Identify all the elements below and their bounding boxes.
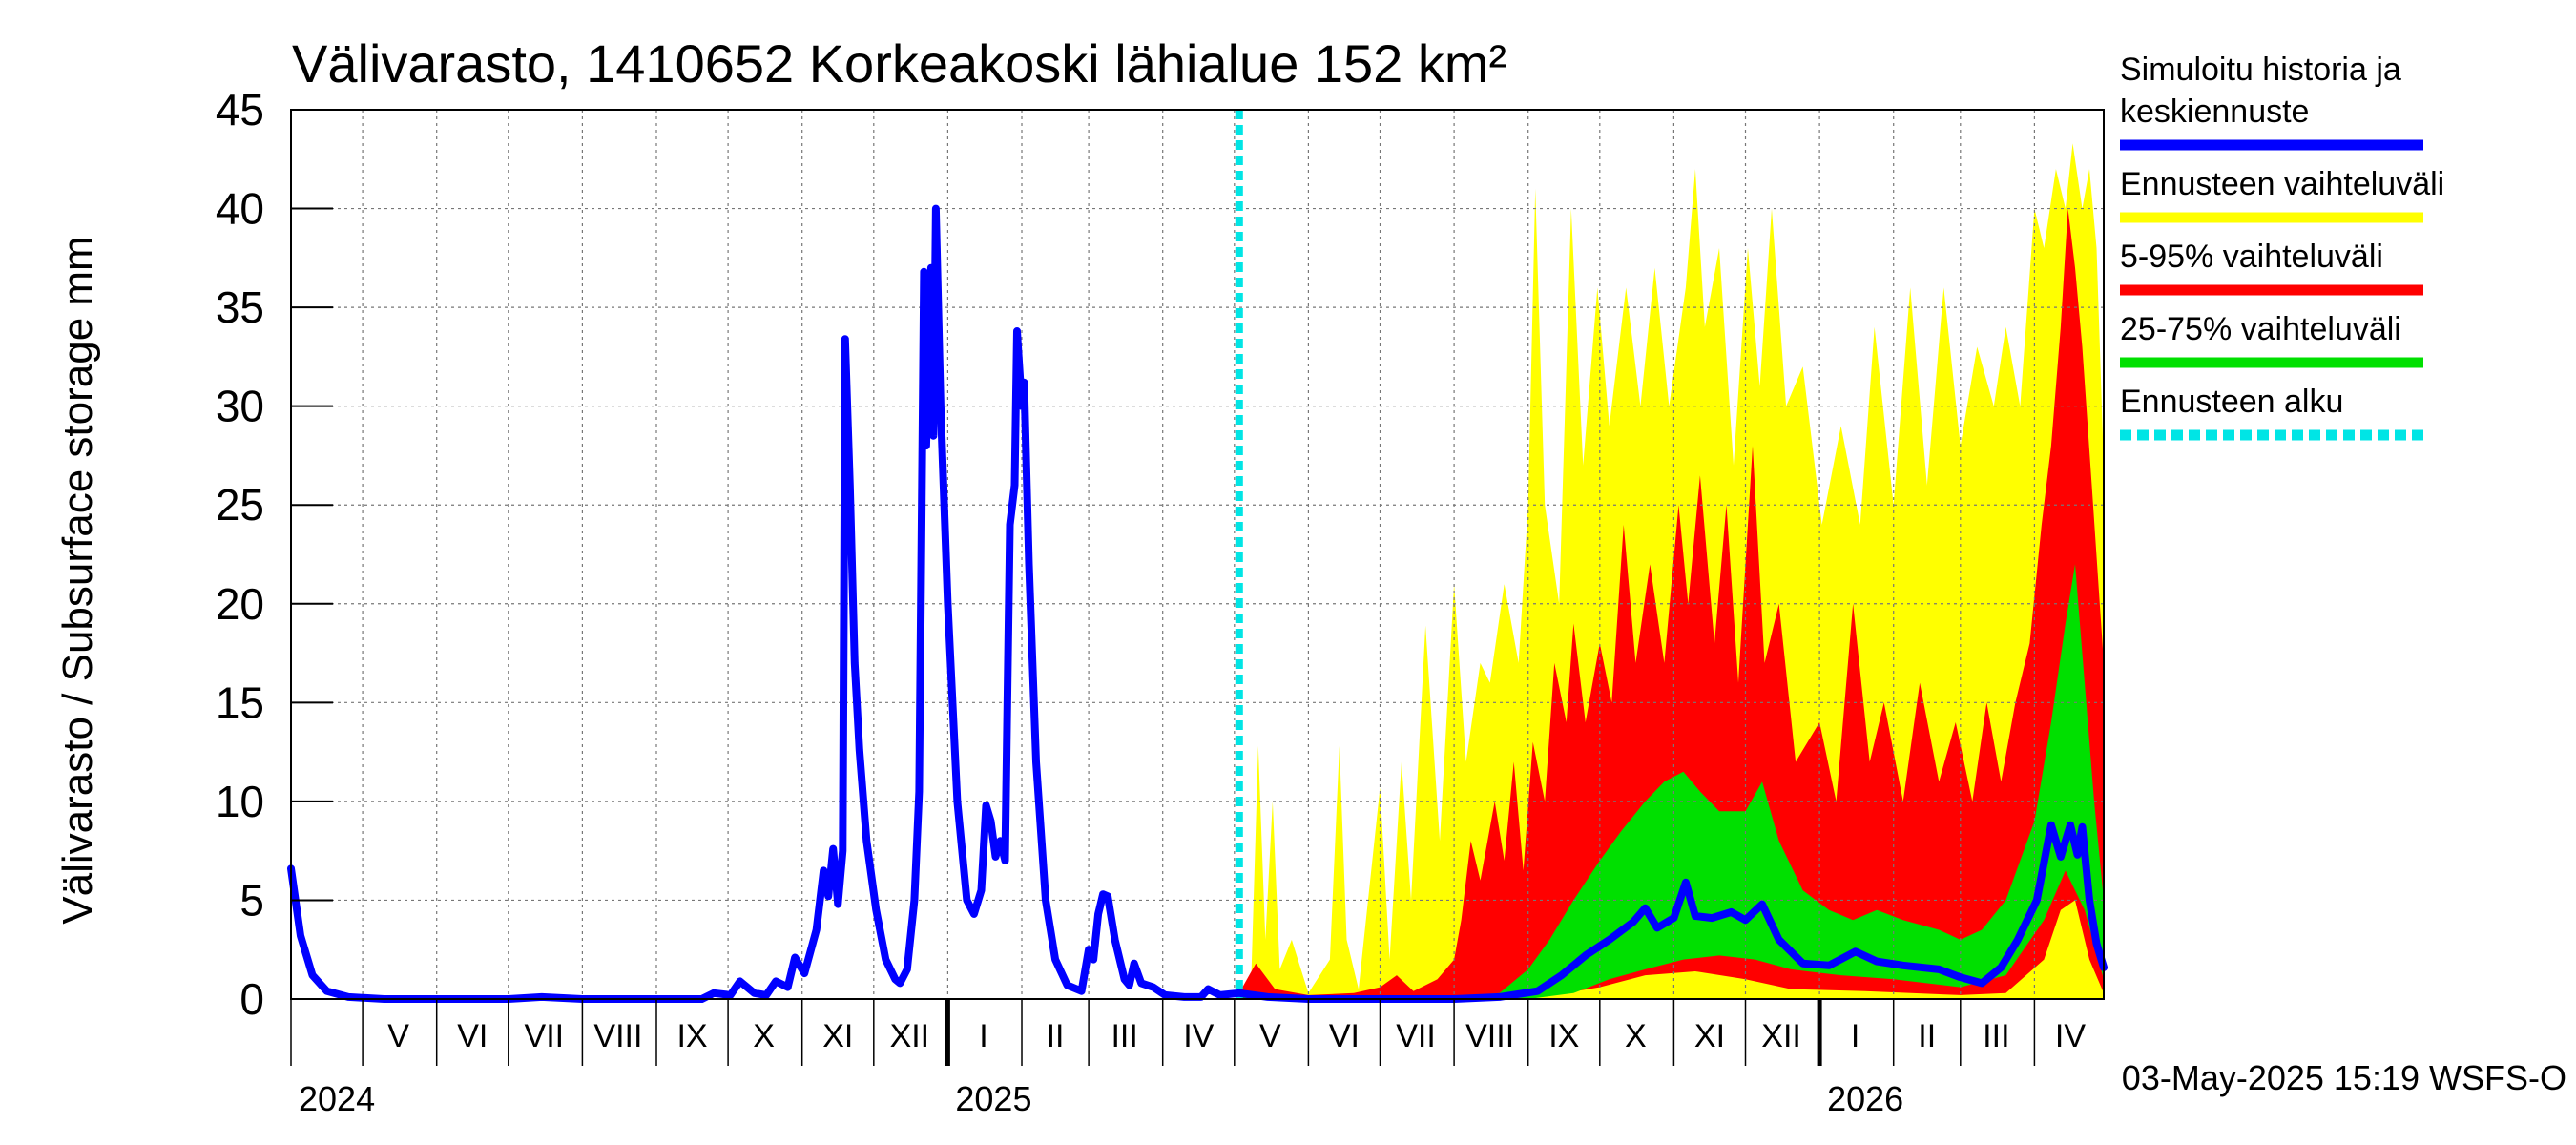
- legend-label: 25-75% vaihteluväli: [2120, 311, 2401, 347]
- month-label: VI: [1329, 1018, 1360, 1054]
- legend: Simuloitu historia ja keskiennuste Ennuste…: [2120, 52, 2444, 441]
- y-tick-label: 20: [216, 579, 264, 629]
- month-label: II: [1918, 1018, 1936, 1054]
- month-label: VII: [1396, 1018, 1436, 1054]
- month-label: IX: [1548, 1018, 1579, 1054]
- median-line: [287, 204, 2108, 1003]
- month-label: V: [1259, 1018, 1281, 1054]
- month-label: III: [1111, 1018, 1137, 1054]
- month-label: VIII: [593, 1018, 642, 1054]
- month-label: VI: [457, 1018, 488, 1054]
- plot-frame: [290, 109, 2105, 1000]
- month-label: XI: [1694, 1018, 1725, 1054]
- grid: [291, 110, 2104, 999]
- y-tick-label: 5: [239, 875, 264, 925]
- y-tick-label: 10: [216, 777, 264, 826]
- legend-label: Ennusteen vaihteluväli: [2120, 166, 2444, 202]
- timestamp-footer: 03-May-2025 15:19 WSFS-O: [2122, 1058, 2566, 1097]
- y-tick-label: 30: [216, 382, 264, 431]
- month-label: VII: [525, 1018, 565, 1054]
- y-tick-label: 25: [216, 480, 264, 530]
- y-tick-label: 40: [216, 184, 264, 234]
- month-label: X: [1625, 1018, 1647, 1054]
- year-label: 2025: [955, 1079, 1031, 1118]
- month-label: III: [1983, 1018, 2009, 1054]
- month-label: IV: [1183, 1018, 1214, 1054]
- x-axis: V VI VII VIII IX X XI XII I II III IV V VI VII VIII IX X X…: [290, 999, 2086, 1118]
- year-label: 2024: [299, 1079, 375, 1118]
- month-label: IV: [2055, 1018, 2086, 1054]
- month-label: V: [387, 1018, 409, 1054]
- month-label: XII: [890, 1018, 930, 1054]
- band-25-75-vaihteluv-li: [1238, 564, 2104, 999]
- forecast-bands: [1238, 143, 2104, 1000]
- legend-label: Simuloitu historia ja: [2120, 52, 2401, 88]
- y-tick-label: 35: [216, 282, 264, 332]
- month-label: XI: [822, 1018, 853, 1054]
- year-label: 2026: [1827, 1079, 1903, 1118]
- y-tick-label: 15: [216, 677, 264, 727]
- chart-title: Välivarasto, 1410652 Korkeakoski lähialu…: [292, 33, 1506, 94]
- month-label: II: [1047, 1018, 1065, 1054]
- legend-label: keskiennuste: [2120, 94, 2309, 130]
- y-tick-label: 0: [239, 974, 264, 1024]
- month-label: IX: [676, 1018, 707, 1054]
- month-label: VIII: [1465, 1018, 1514, 1054]
- median-series: [287, 204, 2108, 1003]
- y-tick-label: 45: [216, 85, 264, 135]
- month-label: XII: [1761, 1018, 1801, 1054]
- month-label: I: [1851, 1018, 1859, 1054]
- y-axis: 0 5 10 15 20 25 30 35 40 45: [216, 85, 333, 1024]
- month-label: I: [979, 1018, 987, 1054]
- y-axis-label: Välivarasto / Subsurface storage mm: [54, 236, 101, 924]
- legend-label: Ennusteen alku: [2120, 384, 2343, 420]
- legend-label: 5-95% vaihteluväli: [2120, 239, 2383, 275]
- month-label: X: [753, 1018, 775, 1054]
